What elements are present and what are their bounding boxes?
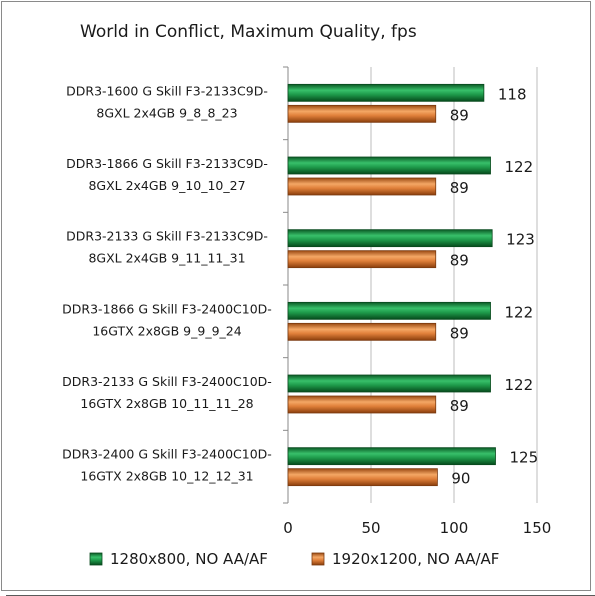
bar: [287, 374, 491, 393]
category-label-line: DDR3-2400 G Skill F3-2400C10D-: [62, 447, 272, 462]
data-label: 122: [505, 376, 534, 394]
bar: [287, 447, 496, 466]
category-label: DDR3-1866 G Skill F3-2133C9D- 8GXL 2x4GB …: [66, 156, 268, 193]
category-label-line: DDR3-1866 G Skill F3-2400C10D-: [62, 301, 272, 316]
data-label: 122: [505, 303, 534, 321]
category-label-line: 8GXL 2x4GB 9_11_11_31: [88, 251, 245, 266]
x-tick-label: 100: [440, 519, 469, 537]
category-label-line: DDR3-1600 G Skill F3-2133C9D-: [66, 83, 268, 98]
data-label: 118: [498, 85, 527, 103]
category-label-line: DDR3-1866 G Skill F3-2133C9D-: [66, 156, 268, 171]
category-label: DDR3-2133 G Skill F3-2400C10D- 16GTX 2x8G…: [62, 374, 272, 411]
bar: [287, 301, 491, 320]
bar: [287, 83, 485, 102]
bar: [287, 156, 491, 175]
bar: [287, 229, 493, 248]
data-label: 122: [505, 158, 534, 176]
category-label: DDR3-1866 G Skill F3-2400C10D- 16GTX 2x8G…: [62, 301, 272, 338]
bar: [287, 395, 437, 414]
category-label: DDR3-2400 G Skill F3-2400C10D- 16GTX 2x8G…: [62, 447, 272, 484]
category-label: DDR3-1600 G Skill F3-2133C9D- 8GXL 2x4GB …: [66, 83, 268, 120]
data-label: 90: [451, 470, 470, 488]
x-tick-label: 0: [283, 519, 293, 537]
bar: [287, 468, 438, 487]
legend-label: 1920x1200, NO AA/AF: [332, 550, 499, 568]
category-label-line: DDR3-2133 G Skill F3-2133C9D-: [66, 229, 268, 244]
category-label-line: DDR3-2133 G Skill F3-2400C10D-: [62, 374, 272, 389]
category-label-line: 8GXL 2x4GB 9_8_8_23: [96, 105, 237, 120]
legend-swatch: [89, 552, 103, 566]
category-label: DDR3-2133 G Skill F3-2133C9D- 8GXL 2x4GB …: [66, 229, 268, 266]
data-label: 89: [450, 106, 469, 124]
data-label: 89: [450, 179, 469, 197]
category-label-line: 16GTX 2x8GB 10_11_11_28: [80, 396, 253, 411]
chart-title: World in Conflict, Maximum Quality, fps: [80, 22, 417, 42]
data-label: 89: [450, 397, 469, 415]
category-label-line: 8GXL 2x4GB 9_10_10_27: [88, 178, 245, 193]
bar: [287, 322, 437, 341]
x-tick-label: 50: [361, 519, 380, 537]
legend-label: 1280x800, NO AA/AF: [110, 550, 268, 568]
bar: [287, 250, 437, 269]
data-label: 89: [450, 252, 469, 270]
data-label: 123: [506, 231, 535, 249]
data-label: 125: [510, 449, 539, 467]
bar: [287, 177, 437, 196]
legend-swatch: [311, 552, 325, 566]
bar: [287, 104, 437, 123]
category-label-line: 16GTX 2x8GB 10_12_12_31: [80, 469, 253, 484]
x-tick-label: 150: [523, 519, 552, 537]
category-label-line: 16GTX 2x8GB 9_9_9_24: [92, 323, 241, 338]
data-label: 89: [450, 324, 469, 342]
